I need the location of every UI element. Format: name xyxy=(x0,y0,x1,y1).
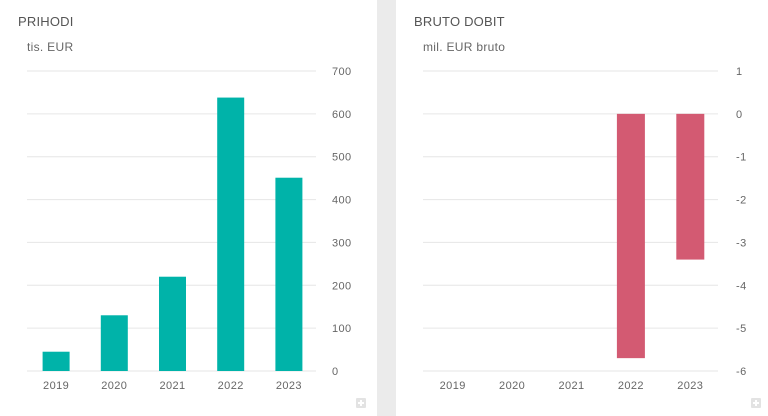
bar-2023[interactable] xyxy=(275,177,303,371)
y-tick-label: 100 xyxy=(332,323,352,335)
y-tick-label: 400 xyxy=(332,195,352,207)
x-tick-label: 2022 xyxy=(618,380,644,392)
y-tick-label: 200 xyxy=(332,280,352,292)
y-tick-label: 0 xyxy=(736,109,743,121)
x-tick-label: 2020 xyxy=(499,380,525,392)
y-tick-label: -2 xyxy=(736,195,747,207)
gross-profit-bar-chart: 1 0 -1 -2 -3 -4 -5 -6 2019 2020 2021 2022 2023 xyxy=(423,66,747,392)
revenue-unit-label: tis. EUR xyxy=(27,40,74,54)
x-tick-label: 2021 xyxy=(558,380,584,392)
x-tick-label: 2021 xyxy=(159,380,185,392)
y-tick-label: -3 xyxy=(736,237,747,249)
y-tick-label: 1 xyxy=(736,66,743,78)
bar-2020[interactable] xyxy=(100,315,128,371)
y-tick-label: -5 xyxy=(736,323,747,335)
expand-icon[interactable] xyxy=(356,398,366,408)
y-tick-label: 500 xyxy=(332,152,352,164)
revenue-bar-chart: 0 100 200 300 400 500 600 700 2019 2020 2021 2022 20… xyxy=(27,66,352,392)
gross-profit-panel: BRUTO DOBIT mil. EUR bruto 1 0 -1 -2 -3 -4 -5 -… xyxy=(396,0,768,416)
x-tick-label: 2020 xyxy=(101,380,127,392)
revenue-panel: PRIHODI tis. EUR 0 100 200 300 400 500 600 700 2… xyxy=(0,0,377,416)
x-tick-label: 2023 xyxy=(677,380,703,392)
x-tick-label: 2023 xyxy=(276,380,302,392)
x-tick-label: 2022 xyxy=(218,380,244,392)
gross-profit-title: BRUTO DOBIT xyxy=(414,14,505,29)
y-tick-label: 0 xyxy=(332,366,339,378)
y-tick-label: 300 xyxy=(332,237,352,249)
y-tick-label: 600 xyxy=(332,109,352,121)
x-tick-label: 2019 xyxy=(440,380,466,392)
bar-2019[interactable] xyxy=(42,351,70,371)
gross-profit-unit-label: mil. EUR bruto xyxy=(423,40,506,54)
expand-icon[interactable] xyxy=(751,398,761,408)
x-tick-label: 2019 xyxy=(43,380,69,392)
y-tick-label: -4 xyxy=(736,280,747,292)
bar-2023[interactable] xyxy=(676,113,705,260)
y-tick-label: 700 xyxy=(332,66,352,78)
bar-2022[interactable] xyxy=(217,97,245,372)
y-tick-label: -6 xyxy=(736,366,747,378)
bar-2022[interactable] xyxy=(616,113,645,359)
revenue-title: PRIHODI xyxy=(18,14,74,29)
bar-2021[interactable] xyxy=(159,276,186,371)
y-tick-label: -1 xyxy=(736,152,747,164)
